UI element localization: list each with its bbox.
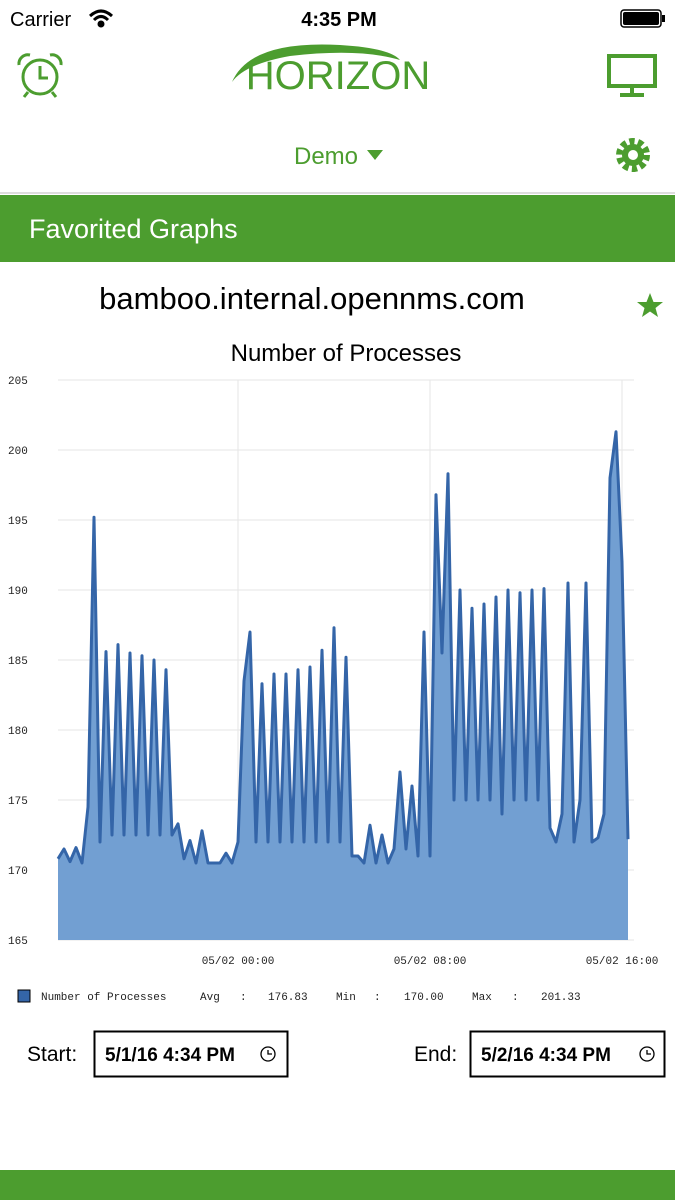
stat-separator: : bbox=[512, 992, 519, 1004]
stat-value: 201.33 bbox=[541, 992, 581, 1004]
y-tick-label: 205 bbox=[8, 376, 28, 388]
chart-title: Number of Processes bbox=[231, 340, 462, 367]
stat-label: Min bbox=[336, 992, 356, 1004]
section-bar bbox=[0, 195, 675, 262]
x-tick-label: 05/02 08:00 bbox=[394, 956, 467, 968]
stat-label: Avg bbox=[200, 992, 220, 1004]
chart: 165 170 175 180 185 190 195 200 205 05/02 00:00 05… bbox=[8, 376, 658, 1004]
y-tick-label: 175 bbox=[8, 796, 28, 808]
y-tick-label: 180 bbox=[8, 726, 28, 738]
legend-label: Number of Processes bbox=[41, 992, 166, 1004]
area-fill bbox=[58, 431, 628, 940]
end-button[interactable] bbox=[469, 1030, 666, 1078]
alarm-icon[interactable] bbox=[17, 53, 63, 98]
x-tick-label: 05/02 00:00 bbox=[202, 956, 275, 968]
stat-value: 176.83 bbox=[268, 992, 308, 1004]
stat-label: Max bbox=[472, 992, 492, 1004]
clock-icon bbox=[639, 1046, 655, 1062]
line bbox=[56, 430, 630, 865]
x-tick-label: 05/02 16:00 bbox=[586, 956, 659, 968]
host-name: bamboo.internal.opennms.com bbox=[99, 281, 525, 316]
stat-value: 170.00 bbox=[404, 992, 444, 1004]
clock-icon bbox=[260, 1046, 276, 1062]
clock: 4:35 PM bbox=[301, 9, 377, 31]
end-label: End: bbox=[414, 1043, 457, 1066]
y-tick-label: 185 bbox=[8, 656, 28, 668]
carrier: Carrier bbox=[10, 9, 71, 31]
settings-icon[interactable] bbox=[616, 138, 650, 172]
wifi-icon bbox=[88, 9, 114, 28]
y-tick-label: 170 bbox=[8, 866, 28, 878]
favorite-star[interactable] bbox=[637, 293, 663, 317]
stat-separator: : bbox=[240, 992, 247, 1004]
org-selector[interactable]: Demo bbox=[294, 143, 358, 170]
y-tick-label: 200 bbox=[8, 446, 28, 458]
stat-separator: : bbox=[374, 992, 381, 1004]
logo-swoosh bbox=[232, 44, 400, 82]
dropdown-arrow[interactable] bbox=[367, 150, 383, 160]
start-label: Start: bbox=[27, 1043, 77, 1066]
legend-swatch bbox=[17, 989, 31, 1003]
logo: HORIZON bbox=[246, 54, 430, 98]
y-tick-label: 190 bbox=[8, 586, 28, 598]
y-tick-label: 195 bbox=[8, 516, 28, 528]
start-value[interactable]: 5/1/16 4:34 PM bbox=[105, 1045, 235, 1066]
section-title: Favorited Graphs bbox=[29, 214, 238, 244]
end-value[interactable]: 5/2/16 4:34 PM bbox=[481, 1045, 611, 1066]
tab-bar bbox=[0, 1170, 675, 1200]
y-tick-label: 165 bbox=[8, 936, 28, 948]
start-button[interactable] bbox=[93, 1030, 289, 1078]
display-icon[interactable] bbox=[607, 54, 657, 97]
battery-icon bbox=[620, 9, 665, 28]
